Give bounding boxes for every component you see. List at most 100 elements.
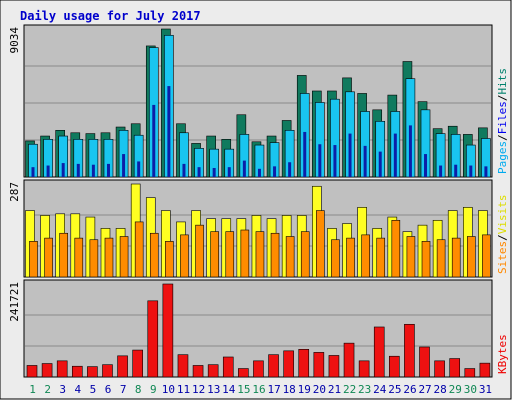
bar-kbytes-day-19 bbox=[298, 348, 310, 378]
x-label-day-5: 5 bbox=[90, 383, 97, 396]
legend-sep: / bbox=[496, 234, 509, 241]
bar-kbytes-day-31 bbox=[479, 362, 491, 378]
bar-pages-day-27 bbox=[424, 154, 428, 177]
bar-kbytes-day-1 bbox=[26, 365, 38, 378]
x-label-day-16: 16 bbox=[252, 383, 265, 396]
legend-sites: Sites bbox=[496, 241, 509, 274]
x-label-day-9: 9 bbox=[150, 383, 157, 396]
bar-kbytes-day-15 bbox=[238, 368, 249, 378]
bar-kbytes-day-20 bbox=[313, 352, 325, 378]
x-label-day-31: 31 bbox=[479, 383, 492, 396]
bar-sites-day-13 bbox=[210, 231, 219, 278]
series-legend: Pages/Files/Hits bbox=[496, 68, 509, 174]
series-legend: KBytes bbox=[496, 334, 509, 374]
bar-pages-day-21 bbox=[333, 145, 337, 177]
bar-sites-day-26 bbox=[406, 236, 416, 278]
x-label-day-28: 28 bbox=[434, 383, 447, 396]
bar-kbytes-day-21 bbox=[328, 355, 340, 378]
legend-pages: Pages bbox=[496, 141, 509, 174]
bar-kbytes-day-14 bbox=[222, 356, 234, 378]
x-label-day-13: 13 bbox=[207, 383, 220, 396]
bar-pages-day-7 bbox=[122, 154, 126, 177]
bar-pages-day-31 bbox=[484, 166, 488, 177]
bar-sites-day-2 bbox=[44, 237, 53, 278]
bar-sites-day-24 bbox=[376, 237, 386, 278]
x-label-day-12: 12 bbox=[192, 383, 205, 396]
bar-sites-day-23 bbox=[361, 234, 370, 278]
bar-pages-day-8 bbox=[137, 161, 141, 177]
x-label-day-3: 3 bbox=[59, 383, 66, 396]
bar-kbytes-day-6 bbox=[102, 364, 113, 378]
bar-kbytes-day-18 bbox=[283, 350, 294, 378]
x-label-day-8: 8 bbox=[135, 383, 142, 396]
y-max-label: 9034 bbox=[8, 27, 21, 54]
x-label-day-1: 1 bbox=[29, 383, 36, 396]
bar-pages-day-15 bbox=[242, 160, 246, 177]
x-label-day-27: 27 bbox=[418, 383, 431, 396]
chart-title: Daily usage for July 2017 bbox=[20, 9, 201, 23]
bar-sites-day-7 bbox=[119, 236, 129, 278]
x-label-day-18: 18 bbox=[283, 383, 296, 396]
bar-kbytes-day-3 bbox=[56, 360, 68, 378]
bar-kbytes-day-12 bbox=[192, 365, 204, 378]
panel-kbytes: 241721 KBytes bbox=[8, 279, 509, 378]
legend-kbytes: KBytes bbox=[496, 334, 509, 374]
bar-sites-day-14 bbox=[225, 231, 235, 278]
bar-sites-day-1 bbox=[29, 241, 38, 278]
bar-pages-day-20 bbox=[318, 144, 322, 177]
bar-sites-day-4 bbox=[74, 237, 84, 278]
bar-kbytes-day-8 bbox=[132, 349, 143, 378]
bar-pages-day-5 bbox=[91, 164, 95, 177]
bar-kbytes-day-17 bbox=[268, 354, 279, 378]
bar-sites-day-20 bbox=[316, 210, 325, 278]
legend-hits: Hits bbox=[496, 68, 509, 95]
x-label-day-19: 19 bbox=[298, 383, 311, 396]
bar-kbytes-day-24 bbox=[373, 326, 385, 378]
bar-kbytes-day-9 bbox=[147, 300, 159, 378]
x-label-day-25: 25 bbox=[388, 383, 401, 396]
bar-pages-day-12 bbox=[197, 167, 201, 177]
bar-pages-day-28 bbox=[439, 165, 443, 177]
bar-sites-day-6 bbox=[104, 237, 114, 278]
bar-sites-day-28 bbox=[436, 239, 446, 278]
x-label-day-14: 14 bbox=[222, 383, 236, 396]
bar-kbytes-day-16 bbox=[253, 360, 264, 378]
bar-sites-day-29 bbox=[451, 237, 461, 278]
bar-pages-day-11 bbox=[182, 163, 186, 177]
bar-kbytes-day-13 bbox=[207, 364, 219, 378]
bar-pages-day-22 bbox=[348, 133, 352, 177]
x-label-day-17: 17 bbox=[267, 383, 280, 396]
bar-sites-day-9 bbox=[149, 232, 159, 278]
legend-files: Files bbox=[496, 101, 509, 134]
bar-pages-day-2 bbox=[46, 165, 50, 177]
bar-kbytes-day-5 bbox=[87, 366, 98, 378]
bar-pages-day-13 bbox=[212, 167, 216, 177]
bar-kbytes-day-11 bbox=[177, 354, 189, 378]
legend-sep: / bbox=[496, 134, 509, 141]
x-label-day-4: 4 bbox=[75, 383, 82, 396]
bar-sites-day-11 bbox=[180, 234, 189, 278]
bar-kbytes-day-26 bbox=[404, 323, 415, 378]
bar-sites-day-16 bbox=[255, 231, 265, 278]
legend-visits: Visits bbox=[496, 195, 509, 235]
x-label-day-23: 23 bbox=[358, 383, 371, 396]
bar-pages-day-14 bbox=[227, 167, 231, 177]
x-label-day-26: 26 bbox=[403, 383, 416, 396]
bar-pages-day-10 bbox=[167, 86, 171, 177]
bar-sites-day-25 bbox=[391, 219, 401, 278]
bar-kbytes-day-4 bbox=[71, 365, 83, 378]
bar-kbytes-day-22 bbox=[343, 342, 355, 378]
bar-kbytes-day-2 bbox=[41, 363, 53, 378]
x-label-day-6: 6 bbox=[105, 383, 112, 396]
bar-kbytes-day-29 bbox=[449, 358, 461, 378]
bar-kbytes-day-23 bbox=[358, 360, 370, 378]
x-label-day-22: 22 bbox=[343, 383, 356, 396]
bar-pages-day-26 bbox=[408, 125, 412, 177]
bar-pages-day-30 bbox=[469, 165, 473, 177]
x-label-day-21: 21 bbox=[328, 383, 341, 396]
y-max-label: 241721 bbox=[8, 282, 21, 322]
bar-sites-day-27 bbox=[421, 241, 431, 278]
bar-kbytes-day-30 bbox=[464, 368, 476, 378]
chart-panels: 9034Pages/Files/Hits287Sites/Visits24172… bbox=[8, 24, 509, 378]
